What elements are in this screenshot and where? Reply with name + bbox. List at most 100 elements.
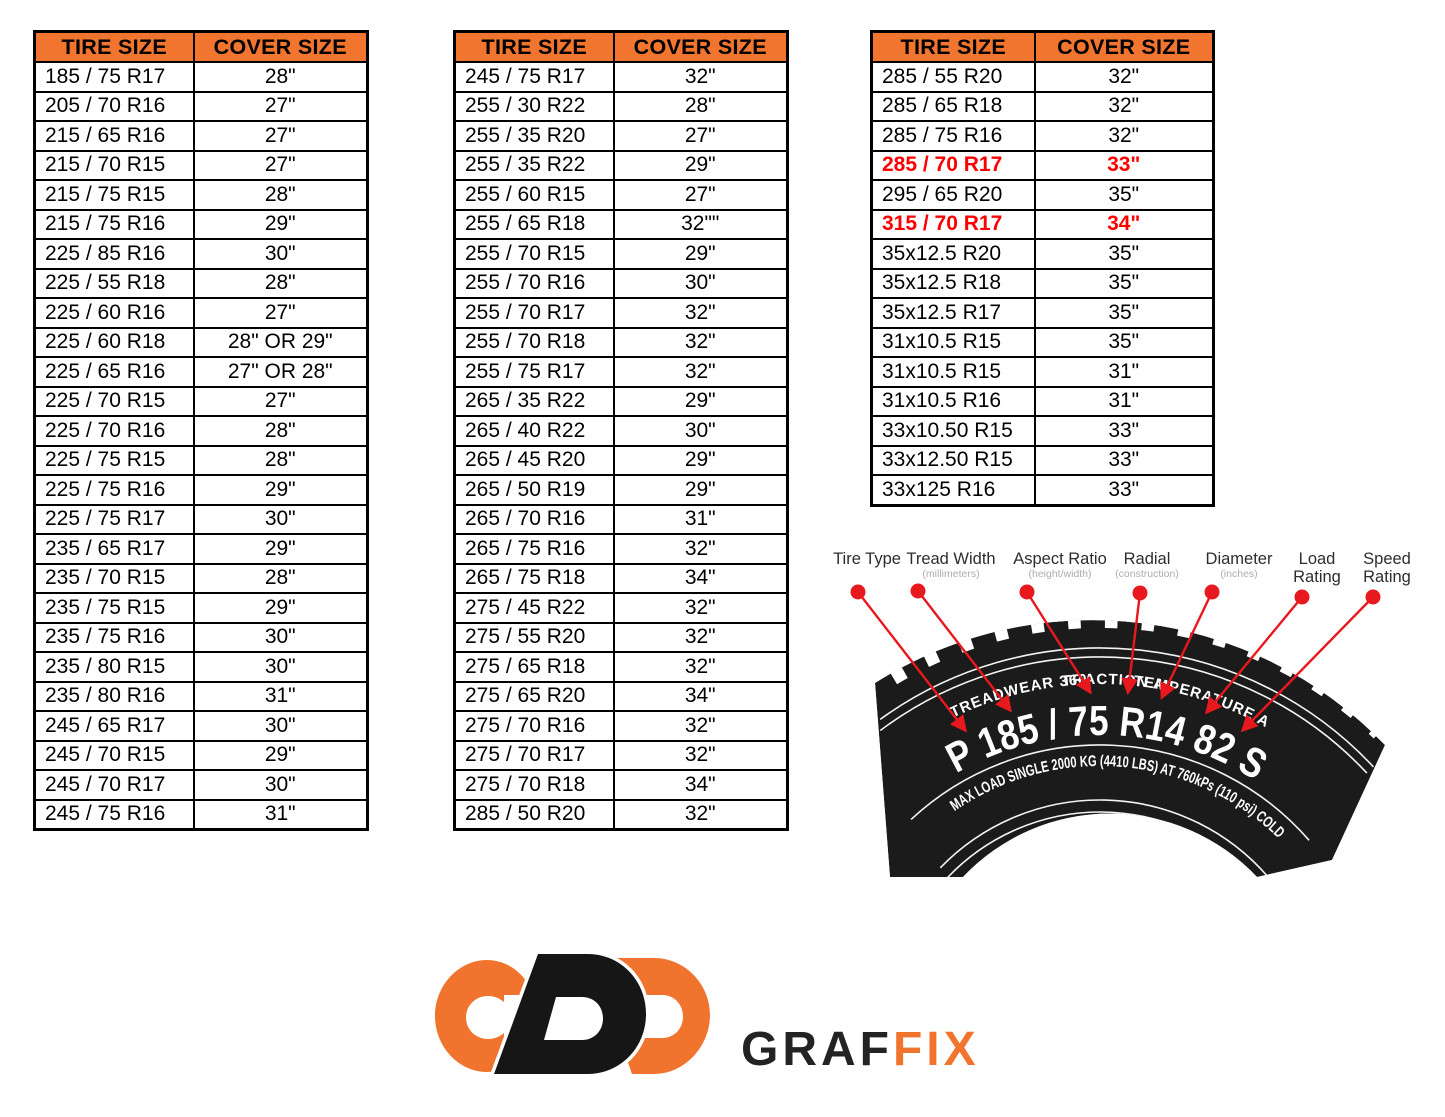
table-row: 235 / 75 R15 29" <box>33 592 369 624</box>
table-row: 225 / 75 R16 29" <box>33 474 369 506</box>
arrow-diameter <box>1160 591 1214 700</box>
label-tread-width: Tread Width (millimeters) <box>893 550 1009 580</box>
cover-size-cell: 33" <box>1033 474 1215 506</box>
tire-size-cell: 205 / 70 R16 <box>33 90 195 122</box>
tire-size-cell: 245 / 65 R17 <box>33 710 195 742</box>
table-row: 33x10.50 R15 33" <box>870 415 1215 447</box>
tire-size-cell: 35x12.5 R20 <box>870 238 1036 270</box>
table-row: 235 / 65 R17 29" <box>33 533 369 565</box>
table-row: 35x12.5 R20 35" <box>870 238 1215 270</box>
tire-size-cell: 31x10.5 R15 <box>870 326 1036 358</box>
label-subtitle: (construction) <box>1115 568 1179 581</box>
label-subtitle: (height/width) <box>1028 568 1092 581</box>
table-row: 265 / 75 R18 34" <box>453 562 789 594</box>
cover-size-cell: 32" <box>1033 120 1215 152</box>
header-row: TIRE SIZE COVER SIZE <box>33 30 369 63</box>
table-row: 225 / 75 R17 30" <box>33 503 369 535</box>
tire-size-cell: 235 / 75 R15 <box>33 592 195 624</box>
table-row: 35x12.5 R18 35" <box>870 267 1215 299</box>
cover-size-cell: 29" <box>612 444 789 476</box>
table-row: 255 / 75 R17 32" <box>453 356 789 388</box>
dot-speed-rating <box>1365 589 1381 605</box>
label-aspect-ratio: Aspect Ratio (height/width) <box>1002 550 1118 580</box>
tire-size-cell: 225 / 70 R15 <box>33 385 195 417</box>
cover-size-cell: 29" <box>192 533 369 565</box>
table-row: 255 / 35 R20 27" <box>453 120 789 152</box>
tire-size-cell: 265 / 40 R22 <box>453 415 615 447</box>
tire-size-cell: 275 / 70 R17 <box>453 739 615 771</box>
cover-size-cell: 35" <box>1033 297 1215 329</box>
cover-size-cell: 32" <box>612 651 789 683</box>
tire-size-cell: 245 / 70 R17 <box>33 769 195 801</box>
cover-size-cell: 34" <box>1033 208 1215 240</box>
table-row: 235 / 70 R15 28" <box>33 562 369 594</box>
tire-size-cell: 185 / 75 R17 <box>33 61 195 93</box>
tire-size-cell: 225 / 55 R18 <box>33 267 195 299</box>
cover-size-cell: 32" <box>1033 61 1215 93</box>
table-row: 265 / 35 R22 29" <box>453 385 789 417</box>
table-row: 255 / 70 R16 30" <box>453 267 789 299</box>
tire-size-cell: 255 / 60 R15 <box>453 179 615 211</box>
cover-size-cell: 29" <box>612 385 789 417</box>
table-row: 215 / 65 R16 27" <box>33 120 369 152</box>
table-row: 245 / 70 R15 29" <box>33 739 369 771</box>
table-row: 215 / 70 R15 27" <box>33 149 369 181</box>
cover-size-cell: 31" <box>192 798 369 831</box>
table-row: 235 / 80 R15 30" <box>33 651 369 683</box>
label-title: Diameter <box>1205 550 1273 568</box>
cover-size-cell: 33" <box>1033 444 1215 476</box>
cover-size-cell: 34" <box>612 680 789 712</box>
tire-size-cell: 255 / 70 R15 <box>453 238 615 270</box>
cover-size-cell: 28" <box>192 61 369 93</box>
table-row: 225 / 65 R16 27" OR 28" <box>33 356 369 388</box>
tire-size-cell: 255 / 35 R22 <box>453 149 615 181</box>
logo-text-graf: GRAF <box>741 1023 893 1076</box>
tire-size-cell: 285 / 55 R20 <box>870 61 1036 93</box>
column-header: COVER SIZE <box>612 30 789 63</box>
cover-size-cell: 27" <box>192 297 369 329</box>
cover-size-cell: 33" <box>1033 415 1215 447</box>
table-row: 255 / 65 R18 32"" <box>453 208 789 240</box>
cover-size-cell: 29" <box>192 592 369 624</box>
table-row: 255 / 70 R17 32" <box>453 297 789 329</box>
tire-size-cell: 245 / 70 R15 <box>33 739 195 771</box>
table-row: 245 / 75 R17 32" <box>453 61 789 93</box>
cover-size-cell: 29" <box>612 474 789 506</box>
tire-size-cell: 33x12.50 R15 <box>870 444 1036 476</box>
cover-size-cell: 29" <box>192 208 369 240</box>
dot-radial <box>1132 585 1148 601</box>
cover-size-cell: 29" <box>192 739 369 771</box>
logo-wordmark: GRAFFIX <box>741 1026 980 1074</box>
label-title: Radial <box>1123 550 1171 568</box>
tire-illustration: TREADWEAR 360 TRACTION A TEMPERATURE A P… <box>875 620 1385 877</box>
tire-size-cell: 275 / 70 R18 <box>453 769 615 801</box>
table-row: 275 / 65 R18 32" <box>453 651 789 683</box>
table-row: 215 / 75 R15 28" <box>33 179 369 211</box>
cover-size-cell: 30" <box>192 621 369 653</box>
tire-size-cell: 285 / 75 R16 <box>870 120 1036 152</box>
tire-size-cell: 275 / 45 R22 <box>453 592 615 624</box>
cover-size-cell: 32" <box>612 592 789 624</box>
dot-aspect-ratio <box>1019 584 1035 600</box>
column-header: COVER SIZE <box>1033 30 1215 63</box>
table-row: 31x10.5 R15 31" <box>870 356 1215 388</box>
tire-cover-table-3: TIRE SIZE COVER SIZE 285 / 55 R20 32" 285 /… <box>870 30 1215 507</box>
tire-cover-table-1: TIRE SIZE COVER SIZE 185 / 75 R17 28" 205 /… <box>33 30 369 831</box>
table-row: 285 / 75 R16 32" <box>870 120 1215 152</box>
cover-size-cell: 31" <box>1033 385 1215 417</box>
tire-size-cell: 225 / 65 R16 <box>33 356 195 388</box>
tire-size-cell: 265 / 75 R18 <box>453 562 615 594</box>
tire-size-cell: 265 / 50 R19 <box>453 474 615 506</box>
logo-text-fix: FIX <box>892 1023 980 1076</box>
table-row: 245 / 70 R17 30" <box>33 769 369 801</box>
dot-diameter <box>1204 584 1220 600</box>
table-row: 225 / 70 R15 27" <box>33 385 369 417</box>
table-row: 31x10.5 R15 35" <box>870 326 1215 358</box>
tire-size-cell: 225 / 75 R15 <box>33 444 195 476</box>
label-speed-rating: Speed Rating <box>1351 550 1423 587</box>
cover-size-cell: 27" <box>192 90 369 122</box>
tire-size-cell: 31x10.5 R16 <box>870 385 1036 417</box>
table-row: 33x12.50 R15 33" <box>870 444 1215 476</box>
table-row: 285 / 50 R20 32" <box>453 798 789 831</box>
tire-size-cell: 255 / 65 R18 <box>453 208 615 240</box>
